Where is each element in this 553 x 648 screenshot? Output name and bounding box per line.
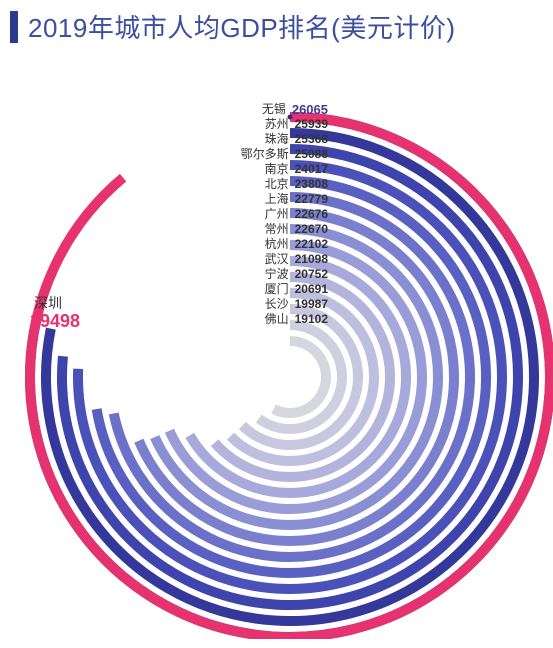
city-name: 厦门 — [265, 282, 289, 297]
city-name: 苏州 — [265, 117, 289, 132]
city-value: 25368 — [295, 132, 328, 147]
city-value: 22676 — [295, 207, 328, 222]
city-row: 广州 22676 — [265, 207, 328, 222]
city-name: 无锡 — [262, 102, 286, 117]
city-row: 无锡 26065 — [262, 102, 328, 117]
city-row: 杭州 22102 — [265, 237, 328, 252]
city-row: 鄂尔多斯 25088 — [241, 147, 328, 162]
city-value: 24017 — [295, 162, 328, 177]
city-row: 宁波 20752 — [265, 267, 328, 282]
chart-title: 2019年城市人均GDP排名(美元计价) — [28, 8, 456, 45]
city-value: 23808 — [295, 177, 328, 192]
arc-佛山 — [274, 341, 326, 413]
city-row: 长沙 19987 — [265, 297, 328, 312]
radial-bar-chart: 无锡 26065苏州 25939 珠海 25368 鄂尔多斯 25088 南京 24017 北京 2… — [0, 49, 553, 639]
city-value: 21098 — [295, 252, 328, 267]
city-name: 宁波 — [265, 267, 289, 282]
city-name: 广州 — [265, 207, 289, 222]
city-name: 鄂尔多斯 — [241, 147, 289, 162]
city-row: 常州 22670 — [265, 222, 328, 237]
city-row: 佛山 19102 — [265, 312, 328, 327]
city-row: 武汉 21098 — [265, 252, 328, 267]
city-row: 南京 24017 — [265, 162, 328, 177]
city-row: 厦门 20691 — [265, 282, 328, 297]
city-value: 22102 — [295, 237, 328, 252]
city-value: 19102 — [295, 312, 328, 327]
city-name: 武汉 — [265, 252, 289, 267]
city-name: 佛山 — [265, 312, 289, 327]
city-value: 20691 — [295, 282, 328, 297]
city-value: 25088 — [295, 147, 328, 162]
city-row: 苏州 25939 — [265, 117, 328, 132]
city-value: 22779 — [295, 192, 328, 207]
city-name: 杭州 — [265, 237, 289, 252]
leader-city-label: 深圳 — [34, 293, 62, 313]
city-value: 26065 — [292, 102, 328, 117]
city-value: 19987 — [295, 297, 328, 312]
title-bar: 2019年城市人均GDP排名(美元计价) — [0, 0, 553, 49]
title-accent — [10, 11, 18, 43]
city-value: 20752 — [295, 267, 328, 282]
city-name: 北京 — [265, 177, 289, 192]
city-name: 常州 — [265, 222, 289, 237]
city-name: 长沙 — [265, 297, 289, 312]
city-name: 珠海 — [265, 132, 289, 147]
city-value: 25939 — [295, 117, 328, 132]
city-row: 珠海 25368 — [265, 132, 328, 147]
city-value: 22670 — [295, 222, 328, 237]
city-name: 上海 — [265, 192, 289, 207]
city-row: 北京 23808 — [265, 177, 328, 192]
city-row: 上海 22779 — [265, 192, 328, 207]
leader-value-label: 29498 — [30, 311, 80, 332]
city-name: 南京 — [265, 162, 289, 177]
